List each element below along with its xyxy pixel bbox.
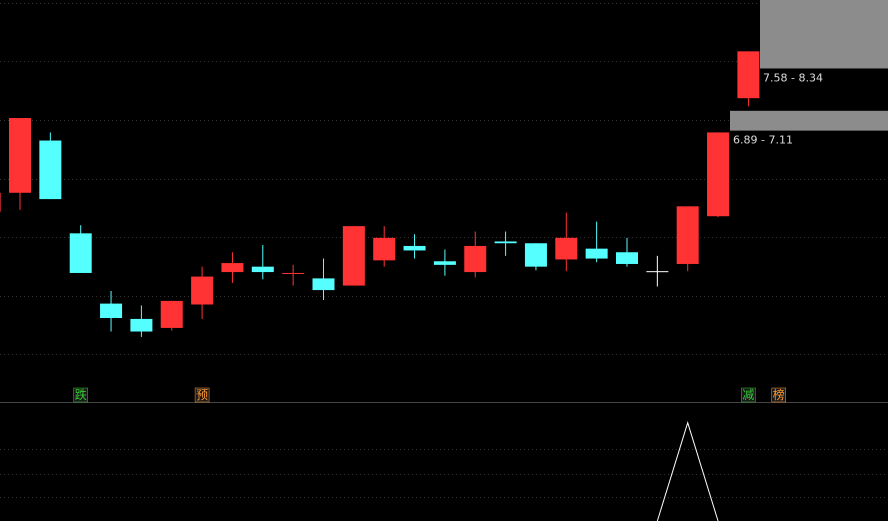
candle-body bbox=[373, 237, 396, 261]
signal-label: 预 bbox=[196, 388, 208, 402]
candle-body bbox=[100, 303, 123, 319]
candle-body bbox=[39, 140, 62, 200]
signal-label: 减 bbox=[742, 388, 754, 402]
candle-body bbox=[191, 276, 214, 305]
candle-body bbox=[524, 243, 547, 267]
candle-body bbox=[130, 318, 153, 332]
candle-body bbox=[251, 266, 274, 273]
signal-box bbox=[741, 387, 756, 403]
signal-box bbox=[194, 387, 210, 403]
candle-body bbox=[464, 245, 487, 273]
zone bbox=[760, 0, 888, 69]
candle-body bbox=[221, 263, 244, 273]
candle-body bbox=[282, 272, 305, 274]
zone bbox=[730, 110, 888, 131]
zone-label: 7.58 - 8.34 bbox=[763, 71, 823, 84]
candle-body bbox=[585, 248, 608, 259]
candle-body bbox=[69, 233, 92, 273]
candle-body bbox=[646, 271, 669, 273]
candle-body bbox=[312, 278, 335, 291]
candle-body bbox=[555, 237, 578, 260]
candle-body bbox=[737, 51, 760, 99]
signal-box bbox=[73, 387, 88, 403]
candle-body bbox=[342, 226, 365, 286]
zone-label: 6.89 - 7.11 bbox=[733, 134, 793, 147]
candle-body bbox=[494, 241, 517, 244]
candle-body bbox=[707, 132, 730, 217]
candle-body bbox=[433, 261, 456, 265]
candle-body bbox=[676, 206, 699, 264]
indicator-line bbox=[656, 420, 719, 521]
candle-body bbox=[160, 300, 183, 328]
signal-label: 跌 bbox=[75, 387, 87, 402]
signal-label: 榜 bbox=[773, 387, 785, 402]
candle-body bbox=[403, 245, 426, 251]
candle-body bbox=[9, 118, 31, 193]
candle-body bbox=[616, 252, 638, 264]
signal-box bbox=[771, 387, 786, 403]
candle-body bbox=[0, 192, 1, 212]
